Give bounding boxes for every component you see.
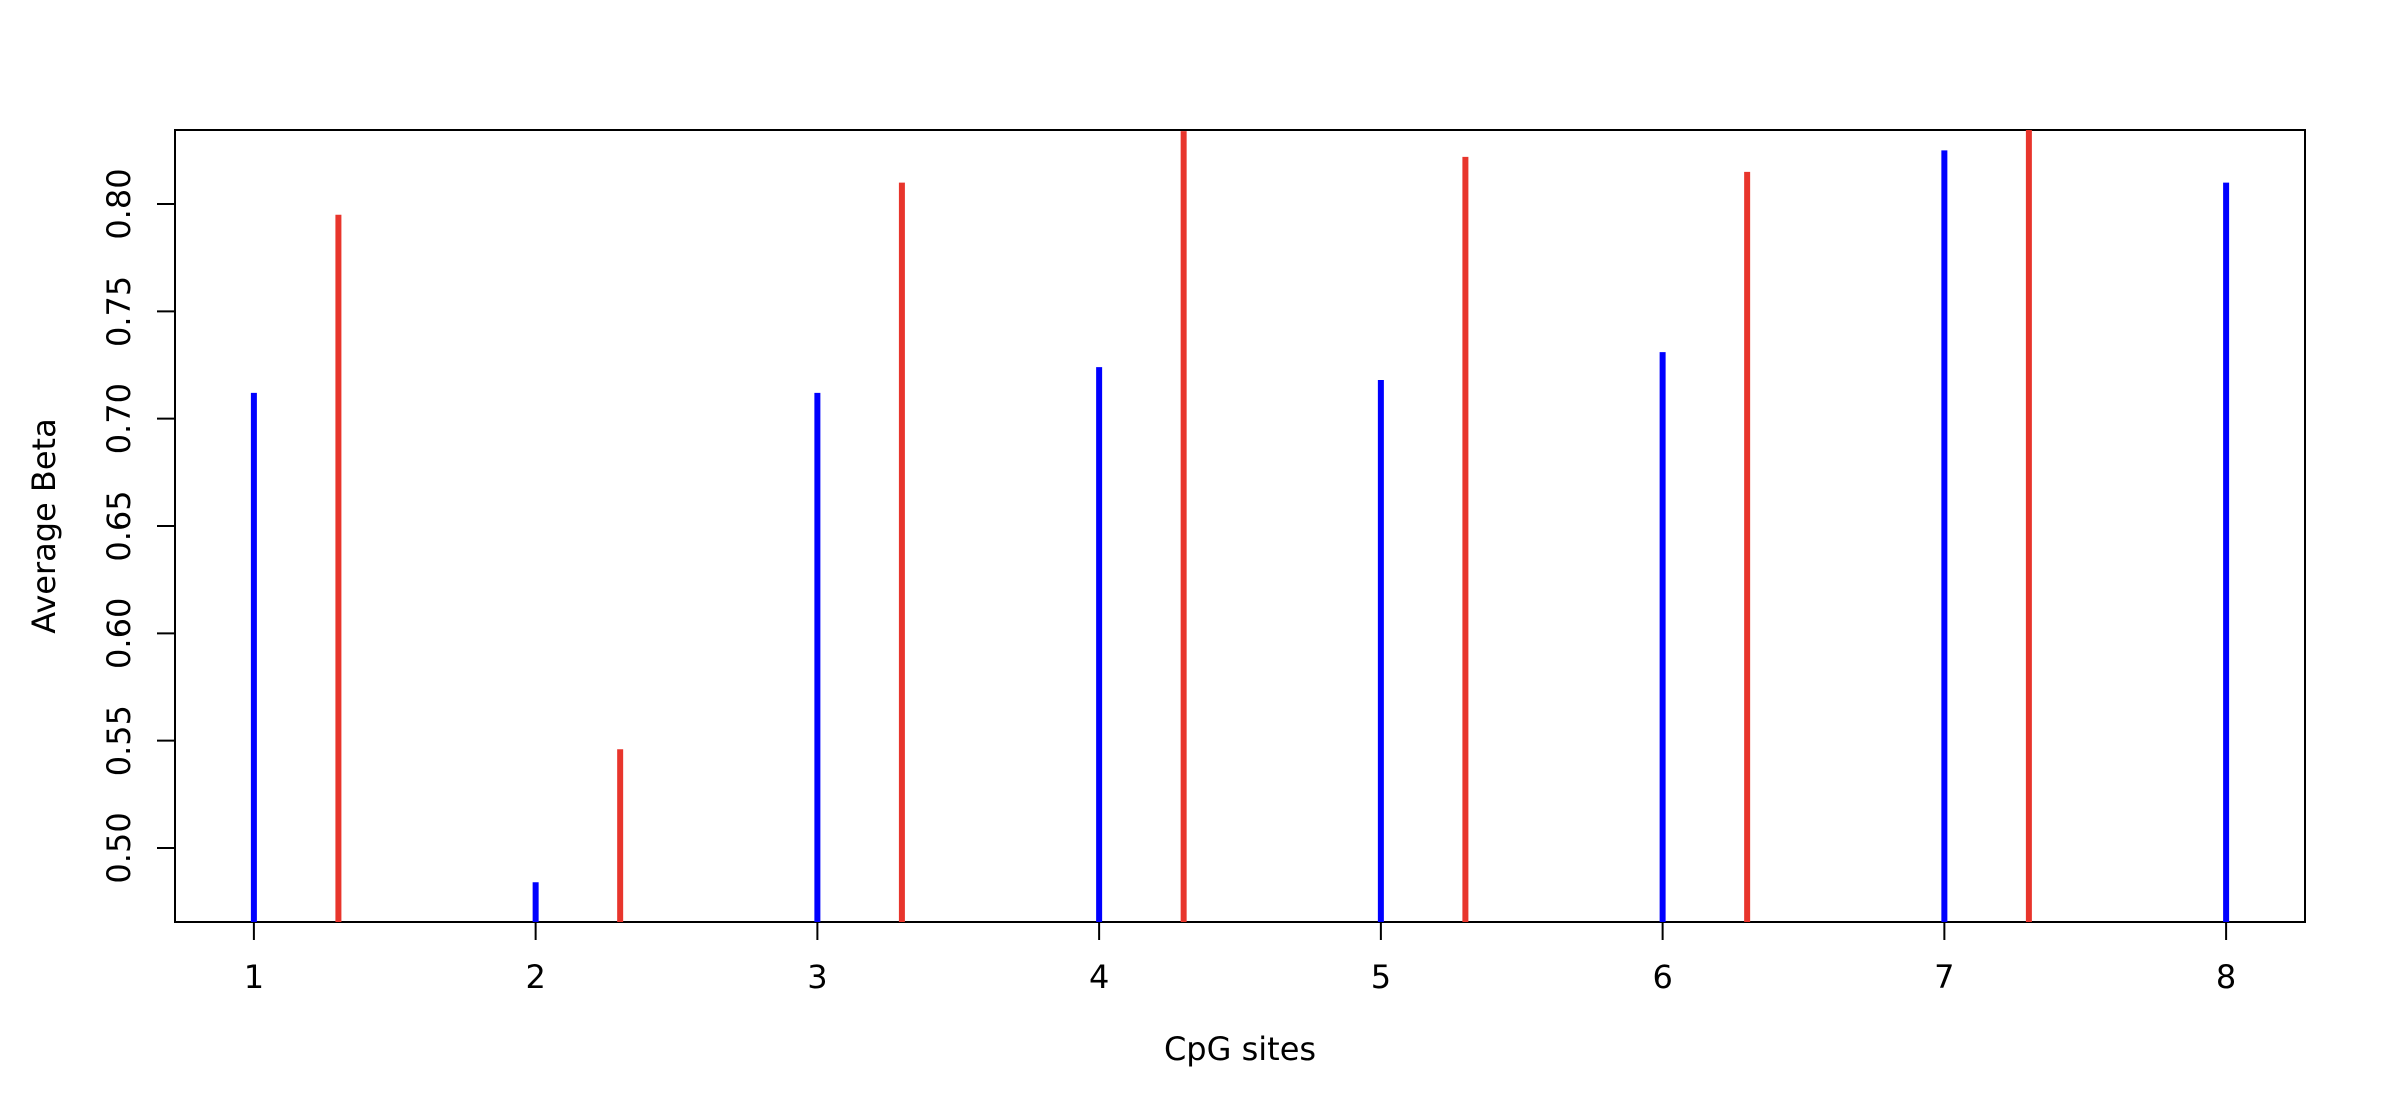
x-tick-label: 5 (1371, 958, 1391, 996)
y-tick-label: 0.80 (100, 168, 138, 239)
x-tick-label: 1 (244, 958, 264, 996)
y-tick-label: 0.75 (100, 276, 138, 347)
y-tick-label: 0.60 (100, 598, 138, 669)
y-tick-label: 0.70 (100, 383, 138, 454)
x-tick-label: 3 (807, 958, 827, 996)
y-tick-label: 0.50 (100, 812, 138, 883)
x-axis-title: CpG sites (1164, 1030, 1316, 1068)
x-tick-label: 2 (525, 958, 545, 996)
y-tick-label: 0.65 (100, 490, 138, 561)
y-axis: 0.50 0.55 0.60 0.65 0.70 0.75 0.80 (100, 168, 175, 884)
bars-layer (250, 130, 2230, 922)
x-tick-label: 7 (1934, 958, 1954, 996)
x-tick-label: 6 (1652, 958, 1672, 996)
y-axis-title: Average Beta (25, 418, 63, 633)
x-tick-label: 8 (2216, 958, 2236, 996)
x-tick-label: 4 (1089, 958, 1109, 996)
y-tick-label: 0.55 (100, 705, 138, 776)
x-axis: 1 2 3 4 5 6 7 8 (244, 922, 2236, 996)
plot-frame (174, 129, 2306, 923)
